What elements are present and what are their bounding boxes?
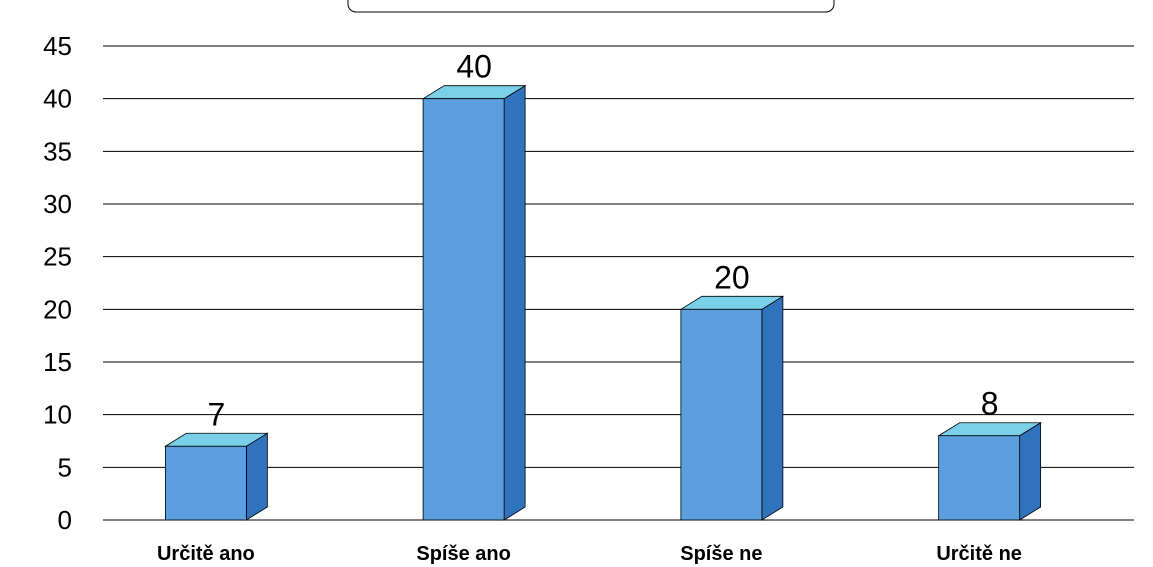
- bar-side: [761, 295, 784, 521]
- grid-lines: [103, 45, 1134, 521]
- y-tick-label: 45: [43, 31, 72, 61]
- x-category-label: Spíše ano: [416, 543, 510, 565]
- x-category-label: Určitě ano: [157, 543, 255, 565]
- data-label: 20: [714, 259, 750, 295]
- y-tick-label: 15: [43, 347, 72, 377]
- title-box: [347, 0, 835, 13]
- x-category-label: Určitě ne: [936, 543, 1022, 565]
- data-labels: 7 40 20 8: [207, 49, 998, 433]
- x-axis-labels: Určitě ano Spíše ano Spíše ne Určitě ne: [157, 543, 1022, 565]
- bar-side: [245, 432, 268, 521]
- bar-front: [680, 308, 763, 521]
- y-tick-label: 40: [43, 84, 72, 114]
- y-tick-label: 25: [43, 242, 72, 272]
- y-tick-label: 10: [43, 400, 72, 430]
- bar: [937, 422, 1043, 521]
- y-tick-label: 0: [58, 505, 72, 535]
- y-tick-label: 30: [43, 189, 72, 219]
- data-label: 7: [207, 396, 225, 432]
- data-label: 40: [456, 49, 492, 85]
- bar: [421, 84, 527, 521]
- bar-side: [1019, 422, 1042, 521]
- x-category-label: Spíše ne: [680, 543, 762, 565]
- y-tick-label: 20: [43, 294, 72, 324]
- bar-front: [938, 435, 1021, 521]
- data-label: 8: [981, 386, 999, 422]
- bar-front: [422, 98, 505, 521]
- bar: [163, 432, 269, 521]
- y-axis-ticks: 0 5 10 15 20 25 30 35 40 45: [43, 31, 72, 535]
- y-tick-label: 5: [58, 452, 72, 482]
- bars: [163, 84, 1043, 521]
- bar-front: [164, 445, 247, 521]
- bar: [679, 295, 785, 521]
- y-tick-label: 35: [43, 136, 72, 166]
- bar-side: [503, 84, 526, 521]
